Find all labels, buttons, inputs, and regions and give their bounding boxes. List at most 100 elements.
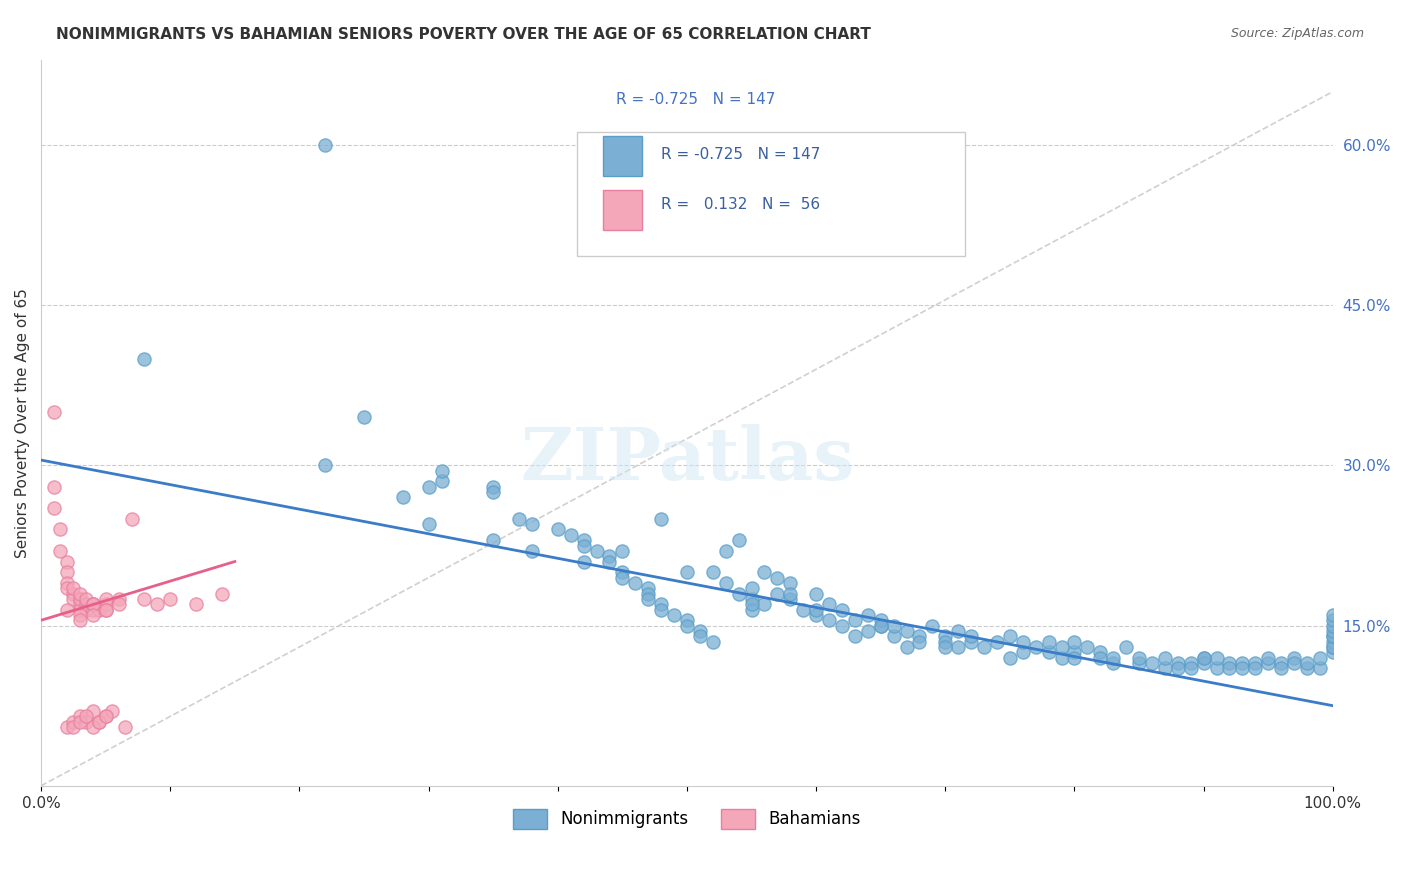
Point <box>1128 650 1150 665</box>
Point <box>1076 640 1098 654</box>
Point <box>1322 645 1344 659</box>
Point <box>1115 640 1137 654</box>
Point <box>908 634 931 648</box>
Point <box>598 555 620 569</box>
Point <box>637 586 659 600</box>
Point <box>1167 656 1189 670</box>
Point <box>69 613 91 627</box>
Point <box>94 709 117 723</box>
Point <box>856 607 879 622</box>
Point <box>49 544 72 558</box>
Point <box>896 624 918 638</box>
Point <box>75 714 97 729</box>
Point <box>430 475 453 489</box>
Point <box>1167 661 1189 675</box>
Point <box>741 602 763 616</box>
Point <box>69 591 91 606</box>
Point <box>69 607 91 622</box>
Point <box>869 618 891 632</box>
Point <box>1205 650 1227 665</box>
Point <box>1218 661 1240 675</box>
Bar <box>603 136 641 176</box>
Point <box>1232 661 1254 675</box>
Point <box>1192 650 1215 665</box>
Point <box>1090 650 1112 665</box>
Point <box>1282 656 1305 670</box>
Point <box>960 634 983 648</box>
Point <box>56 565 79 579</box>
Point <box>754 597 776 611</box>
Point <box>869 618 891 632</box>
Point <box>572 539 595 553</box>
Point <box>1180 656 1202 670</box>
Point <box>650 512 672 526</box>
Point <box>56 575 79 590</box>
Point <box>82 602 104 616</box>
Point <box>973 640 995 654</box>
Y-axis label: Seniors Poverty Over the Age of 65: Seniors Poverty Over the Age of 65 <box>15 288 30 558</box>
Point <box>75 597 97 611</box>
Bar <box>603 190 641 230</box>
Point <box>62 720 84 734</box>
Point <box>1038 634 1060 648</box>
Point <box>1309 661 1331 675</box>
Point <box>547 523 569 537</box>
Point <box>1063 634 1085 648</box>
Point <box>702 634 724 648</box>
Point <box>1322 613 1344 627</box>
Point <box>42 405 65 419</box>
Point <box>1153 650 1175 665</box>
Point <box>1322 640 1344 654</box>
Point <box>934 634 956 648</box>
Point <box>56 720 79 734</box>
Point <box>896 640 918 654</box>
Point <box>134 591 156 606</box>
Point <box>766 586 789 600</box>
Point <box>585 544 607 558</box>
Point <box>883 629 905 643</box>
Point <box>766 570 789 584</box>
Point <box>482 485 505 500</box>
Text: NONIMMIGRANTS VS BAHAMIAN SENIORS POVERTY OVER THE AGE OF 65 CORRELATION CHART: NONIMMIGRANTS VS BAHAMIAN SENIORS POVERT… <box>56 27 872 42</box>
Point <box>82 720 104 734</box>
Point <box>1050 650 1073 665</box>
Point <box>612 544 634 558</box>
Text: R = -0.725   N = 147: R = -0.725 N = 147 <box>616 92 775 107</box>
Point <box>482 480 505 494</box>
Point <box>883 618 905 632</box>
Point <box>430 464 453 478</box>
Point <box>948 640 970 654</box>
Point <box>792 602 814 616</box>
Point <box>520 544 543 558</box>
Point <box>1050 640 1073 654</box>
Point <box>1140 656 1163 670</box>
Point <box>1102 656 1125 670</box>
Point <box>934 640 956 654</box>
Point <box>612 565 634 579</box>
Point <box>560 528 582 542</box>
Point <box>69 597 91 611</box>
Point <box>75 709 97 723</box>
Point <box>49 523 72 537</box>
Point <box>94 591 117 606</box>
Point <box>1309 650 1331 665</box>
Point <box>89 602 111 616</box>
Point <box>689 624 711 638</box>
Point <box>107 597 129 611</box>
Point <box>572 555 595 569</box>
Point <box>69 591 91 606</box>
Point <box>62 714 84 729</box>
Point <box>56 581 79 595</box>
Point <box>1244 656 1267 670</box>
Point <box>1322 640 1344 654</box>
Point <box>75 602 97 616</box>
Point <box>741 591 763 606</box>
Point <box>831 602 853 616</box>
Point <box>418 517 440 532</box>
Point <box>211 586 233 600</box>
Point <box>520 517 543 532</box>
Point <box>662 607 685 622</box>
Point <box>1296 656 1319 670</box>
Point <box>676 618 699 632</box>
Text: Source: ZipAtlas.com: Source: ZipAtlas.com <box>1230 27 1364 40</box>
